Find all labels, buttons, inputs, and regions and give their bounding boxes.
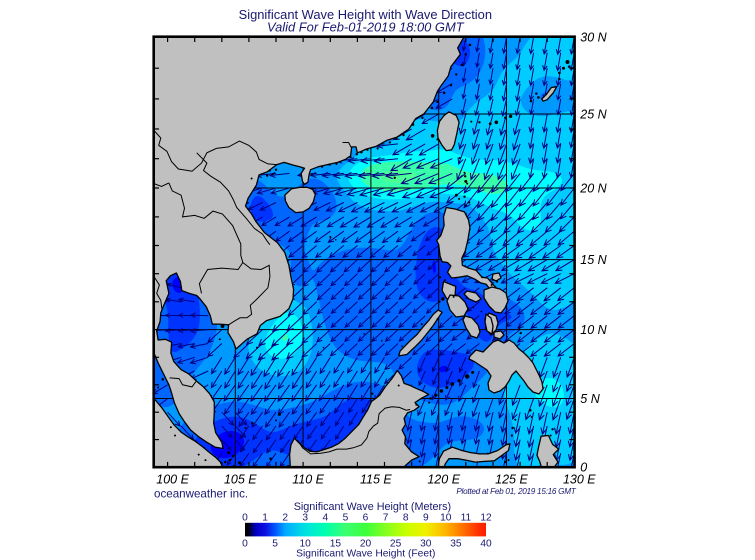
svg-text:0: 0: [580, 460, 587, 474]
svg-text:Significant Wave Height with W: Significant Wave Height with Wave Direct…: [239, 7, 492, 22]
svg-text:9: 9: [423, 513, 429, 524]
svg-text:15 N: 15 N: [580, 253, 607, 267]
svg-text:12: 12: [480, 513, 492, 524]
svg-text:2: 2: [282, 513, 288, 524]
svg-text:0: 0: [242, 513, 248, 524]
svg-text:25: 25: [390, 539, 402, 550]
svg-text:5 N: 5 N: [580, 392, 600, 406]
svg-text:100 E: 100 E: [156, 472, 189, 486]
svg-text:40: 40: [480, 539, 492, 550]
svg-text:115 E: 115 E: [360, 472, 392, 486]
svg-text:110 E: 110 E: [292, 472, 324, 486]
svg-text:10: 10: [440, 513, 452, 524]
svg-text:8: 8: [403, 513, 409, 524]
svg-text:30 N: 30 N: [580, 31, 607, 45]
svg-text:10: 10: [300, 539, 312, 550]
svg-text:120 E: 120 E: [427, 472, 460, 486]
svg-text:105 E: 105 E: [224, 472, 257, 486]
svg-text:35: 35: [450, 539, 462, 550]
svg-text:Valid For Feb-01-2019 18:00 GM: Valid For Feb-01-2019 18:00 GMT: [267, 20, 465, 35]
svg-text:25 N: 25 N: [579, 108, 607, 122]
svg-text:20 N: 20 N: [579, 182, 607, 196]
svg-text:15: 15: [330, 539, 342, 550]
svg-text:Significant Wave Height (Feet): Significant Wave Height (Feet): [296, 549, 435, 560]
svg-text:1: 1: [262, 513, 268, 524]
svg-text:10 N: 10 N: [580, 323, 607, 337]
svg-text:oceanweather inc.: oceanweather inc.: [154, 488, 248, 501]
svg-text:Significant Wave Height (Meter: Significant Wave Height (Meters): [294, 501, 451, 513]
svg-text:5: 5: [272, 539, 278, 550]
svg-text:0: 0: [242, 539, 248, 550]
svg-text:30: 30: [420, 539, 432, 550]
svg-text:6: 6: [363, 513, 369, 524]
svg-text:4: 4: [322, 513, 328, 524]
svg-text:3: 3: [302, 513, 308, 524]
svg-text:130 E: 130 E: [563, 472, 596, 486]
svg-text:20: 20: [360, 539, 372, 550]
svg-text:7: 7: [383, 513, 389, 524]
svg-text:11: 11: [461, 513, 472, 524]
svg-text:Plotted at Feb 01, 2019 15:16: Plotted at Feb 01, 2019 15:16 GMT: [456, 487, 576, 496]
svg-text:125 E: 125 E: [495, 472, 528, 486]
svg-text:5: 5: [343, 513, 349, 524]
